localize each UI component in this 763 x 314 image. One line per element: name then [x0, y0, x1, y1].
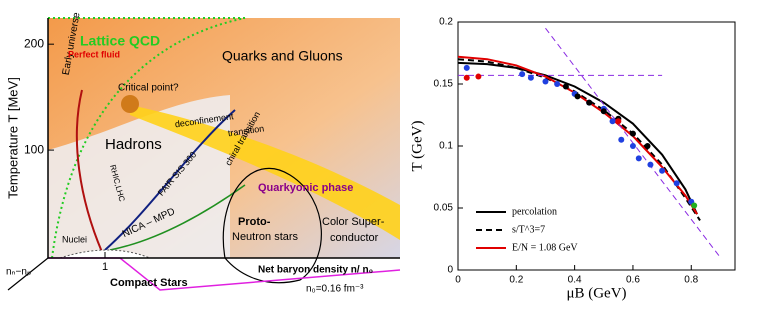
- annotation: n₀=0.16 fm⁻³: [306, 284, 364, 295]
- x-tick-label: 0: [455, 275, 461, 286]
- annotation: Perfect fluid: [68, 49, 120, 59]
- y-tick-label: 0.1: [439, 141, 453, 152]
- annotation: Compact Stars: [110, 277, 188, 289]
- x-tick-label: 0.8: [684, 275, 698, 286]
- y-axis-label: Temperature T [MeV]: [5, 77, 20, 199]
- data-point: [519, 71, 526, 78]
- data-point: [615, 118, 622, 125]
- data-point: [644, 143, 651, 149]
- data-point: [659, 167, 666, 174]
- data-point: [691, 202, 698, 209]
- annotation: Lattice QCD: [80, 33, 160, 49]
- y-tick-label: 0: [447, 265, 453, 276]
- annotation: Nuclei: [62, 234, 87, 244]
- series-line: [457, 61, 698, 215]
- annotation: Neutron stars: [232, 231, 299, 243]
- y-tick-label: 100: [24, 142, 44, 156]
- series-line: [457, 55, 698, 215]
- series-line: [545, 27, 721, 258]
- data-point: [635, 155, 642, 162]
- data-point: [562, 83, 569, 90]
- x-tick-label: 1: [102, 261, 108, 273]
- annotation: Critical point?: [118, 83, 179, 94]
- annotation: Hadrons: [105, 136, 162, 153]
- annotation: Quarks and Gluons: [222, 48, 343, 64]
- data-point: [629, 130, 636, 137]
- data-point: [618, 136, 625, 143]
- data-point: [554, 81, 561, 87]
- legend-label: s/T^3=7: [512, 224, 545, 235]
- x-tick-label: 0.2: [509, 275, 523, 286]
- data-point: [586, 99, 593, 106]
- data-point: [475, 73, 482, 80]
- data-point: [609, 118, 616, 125]
- x-axis-label: μB (GeV): [566, 285, 626, 301]
- annotation: Color Super-: [322, 216, 385, 228]
- data-point: [542, 78, 549, 85]
- legend-label: percolation: [512, 206, 557, 217]
- plot-frame: [457, 21, 736, 271]
- data-point: [673, 180, 680, 187]
- y-axis-label: T (GeV): [409, 121, 425, 172]
- data-point: [574, 93, 581, 100]
- y-tick-label: 200: [24, 36, 44, 50]
- annotation: Net baryon density n/ n₀: [258, 265, 373, 276]
- data-point: [647, 161, 654, 168]
- y-tick-label: 0.05: [434, 203, 454, 214]
- y-tick-label: 0.2: [439, 17, 453, 28]
- data-point: [463, 74, 470, 81]
- x-tick-label: 0.6: [626, 275, 640, 286]
- x-tick-label: 0.4: [568, 275, 582, 286]
- data-point: [629, 143, 636, 149]
- series-line: [457, 58, 701, 221]
- phase-illustration: [7, 17, 401, 291]
- data-point: [463, 64, 470, 71]
- data-point: [600, 108, 607, 115]
- annotation: nₙ−nₚ: [6, 267, 31, 278]
- legend-label: E/N = 1.08 GeV: [512, 242, 578, 253]
- annotation: Proto-: [238, 216, 271, 228]
- annotation: Quarkyonic phase: [258, 182, 353, 194]
- data-point: [527, 74, 534, 81]
- annotation: conductor: [330, 232, 379, 244]
- y-tick-label: 0.15: [434, 79, 454, 90]
